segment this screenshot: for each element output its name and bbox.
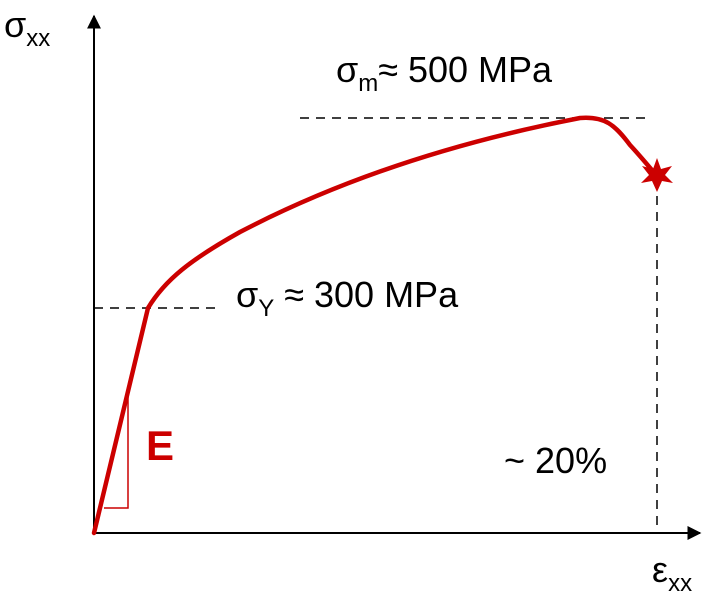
y-axis-label: σxx bbox=[4, 4, 50, 52]
yield-stress-label: σY ≈ 300 MPa bbox=[236, 274, 459, 322]
ultimate-stress-value: ≈ 500 MPa bbox=[378, 49, 553, 90]
ultimate-stress-subscript: m bbox=[358, 70, 378, 97]
yield-stress-subscript: Y bbox=[258, 295, 274, 322]
star-icon bbox=[641, 158, 673, 192]
modulus-slope-triangle bbox=[104, 392, 129, 509]
x-axis-subscript: xx bbox=[668, 570, 692, 597]
stress-strain-curve bbox=[91, 115, 660, 536]
modulus-label: E bbox=[146, 422, 174, 469]
ultimate-stress-label: σm≈ 500 MPa bbox=[336, 49, 553, 97]
y-axis-subscript: xx bbox=[26, 25, 50, 52]
x-axis-label: εxx bbox=[652, 549, 692, 597]
x-axis-symbol: ε bbox=[652, 549, 668, 590]
yield-stress-symbol: σ bbox=[236, 274, 258, 315]
yield-stress-value: ≈ 300 MPa bbox=[274, 274, 459, 315]
ultimate-stress-symbol: σ bbox=[336, 49, 358, 90]
fracture-strain-label: ~ 20% bbox=[504, 440, 607, 481]
y-axis-symbol: σ bbox=[4, 4, 26, 45]
